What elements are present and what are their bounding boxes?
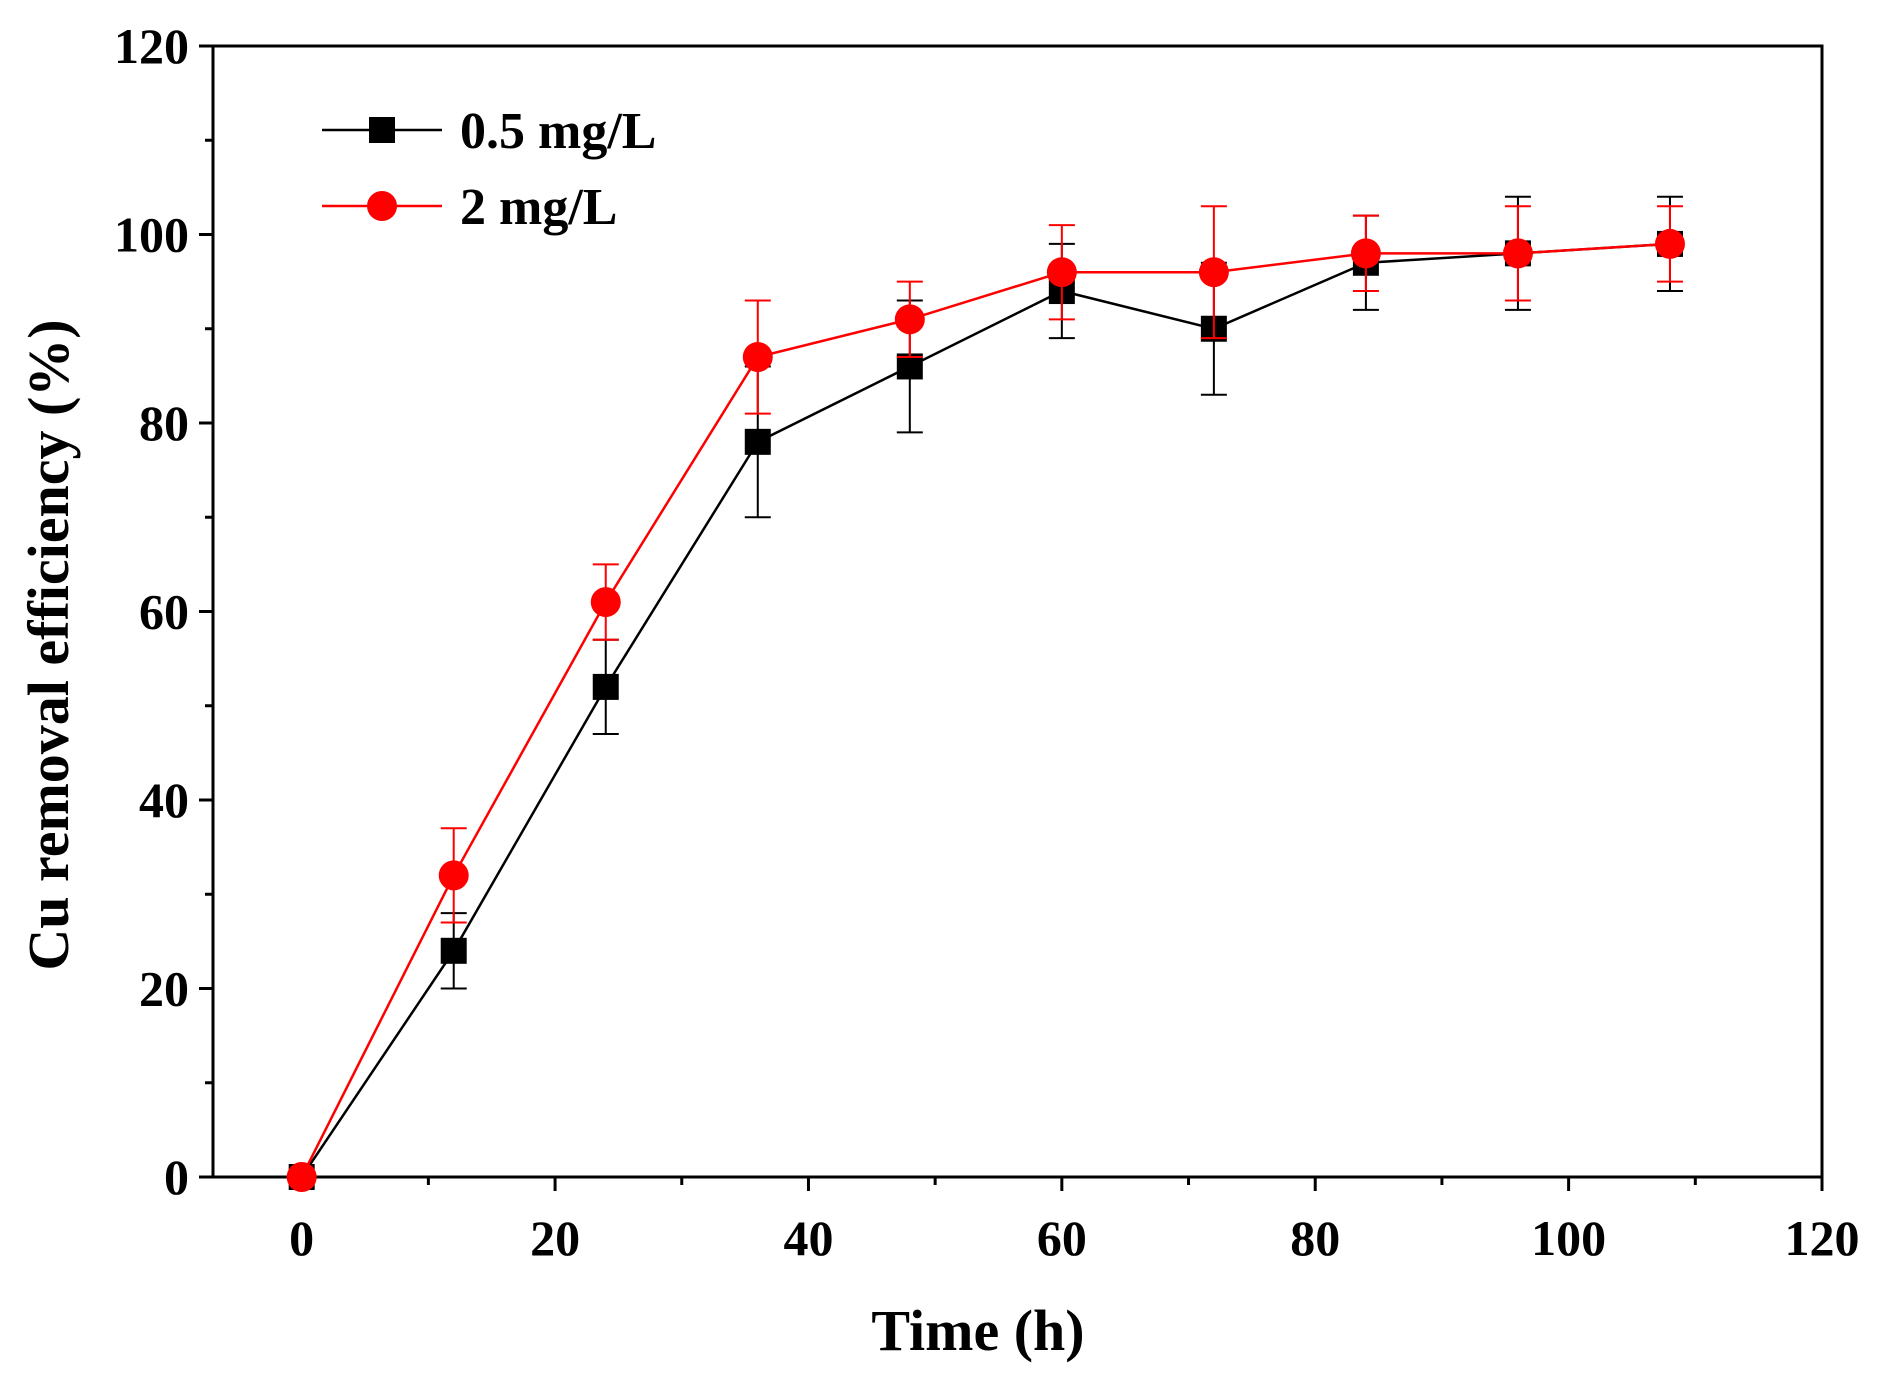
legend: 0.5 mg/L 2 mg/L [322, 103, 656, 236]
y-tick-label: 0 [164, 1149, 189, 1205]
x-tick-label: 40 [783, 1210, 833, 1266]
x-tick-label: 60 [1037, 1210, 1087, 1266]
data-point [1046, 257, 1077, 288]
x-tick-label: 0 [289, 1210, 314, 1266]
x-axis: 0 20 40 60 80 100 120 [289, 1177, 1860, 1266]
legend-item-1: 0.5 mg/L [322, 103, 656, 160]
data-point [1350, 238, 1381, 269]
data-point [440, 937, 467, 964]
y-tick-label: 20 [139, 961, 189, 1017]
data-point [1654, 228, 1685, 259]
series-line [300, 242, 1671, 1178]
data-point [744, 428, 771, 455]
series-1 [288, 195, 1683, 1190]
x-tick-label: 20 [530, 1210, 580, 1266]
x-axis-title: Time (h) [871, 1298, 1084, 1363]
data-point [1198, 257, 1229, 288]
y-tick-label: 40 [139, 772, 189, 828]
data-point [894, 304, 925, 335]
y-tick-label: 100 [114, 207, 189, 263]
y-tick-label: 80 [139, 395, 189, 451]
series-2 [286, 205, 1685, 1192]
data-point [1502, 238, 1533, 269]
x-tick-label: 80 [1290, 1210, 1340, 1266]
legend-label: 2 mg/L [460, 179, 617, 236]
data-point [742, 342, 773, 373]
legend-marker [367, 191, 397, 221]
legend-marker [369, 117, 395, 143]
y-tick-label: 120 [114, 18, 189, 74]
data-point [592, 673, 619, 700]
legend-item-2: 2 mg/L [322, 179, 617, 236]
y-tick-label: 60 [139, 584, 189, 640]
x-tick-label: 120 [1785, 1210, 1860, 1266]
x-tick-label: 100 [1531, 1210, 1606, 1266]
plot-border [211, 44, 1824, 1179]
data-point [286, 1162, 317, 1192]
plot-frame [211, 44, 1824, 1179]
y-axis: 0 20 40 60 80 100 120 [114, 18, 213, 1205]
series-layer [286, 195, 1685, 1192]
y-axis-title: Cu removal efficiency (%) [16, 319, 81, 970]
legend-label: 0.5 mg/L [460, 103, 656, 160]
data-point [590, 587, 621, 618]
series-line [300, 242, 1671, 1178]
data-point [438, 860, 469, 891]
